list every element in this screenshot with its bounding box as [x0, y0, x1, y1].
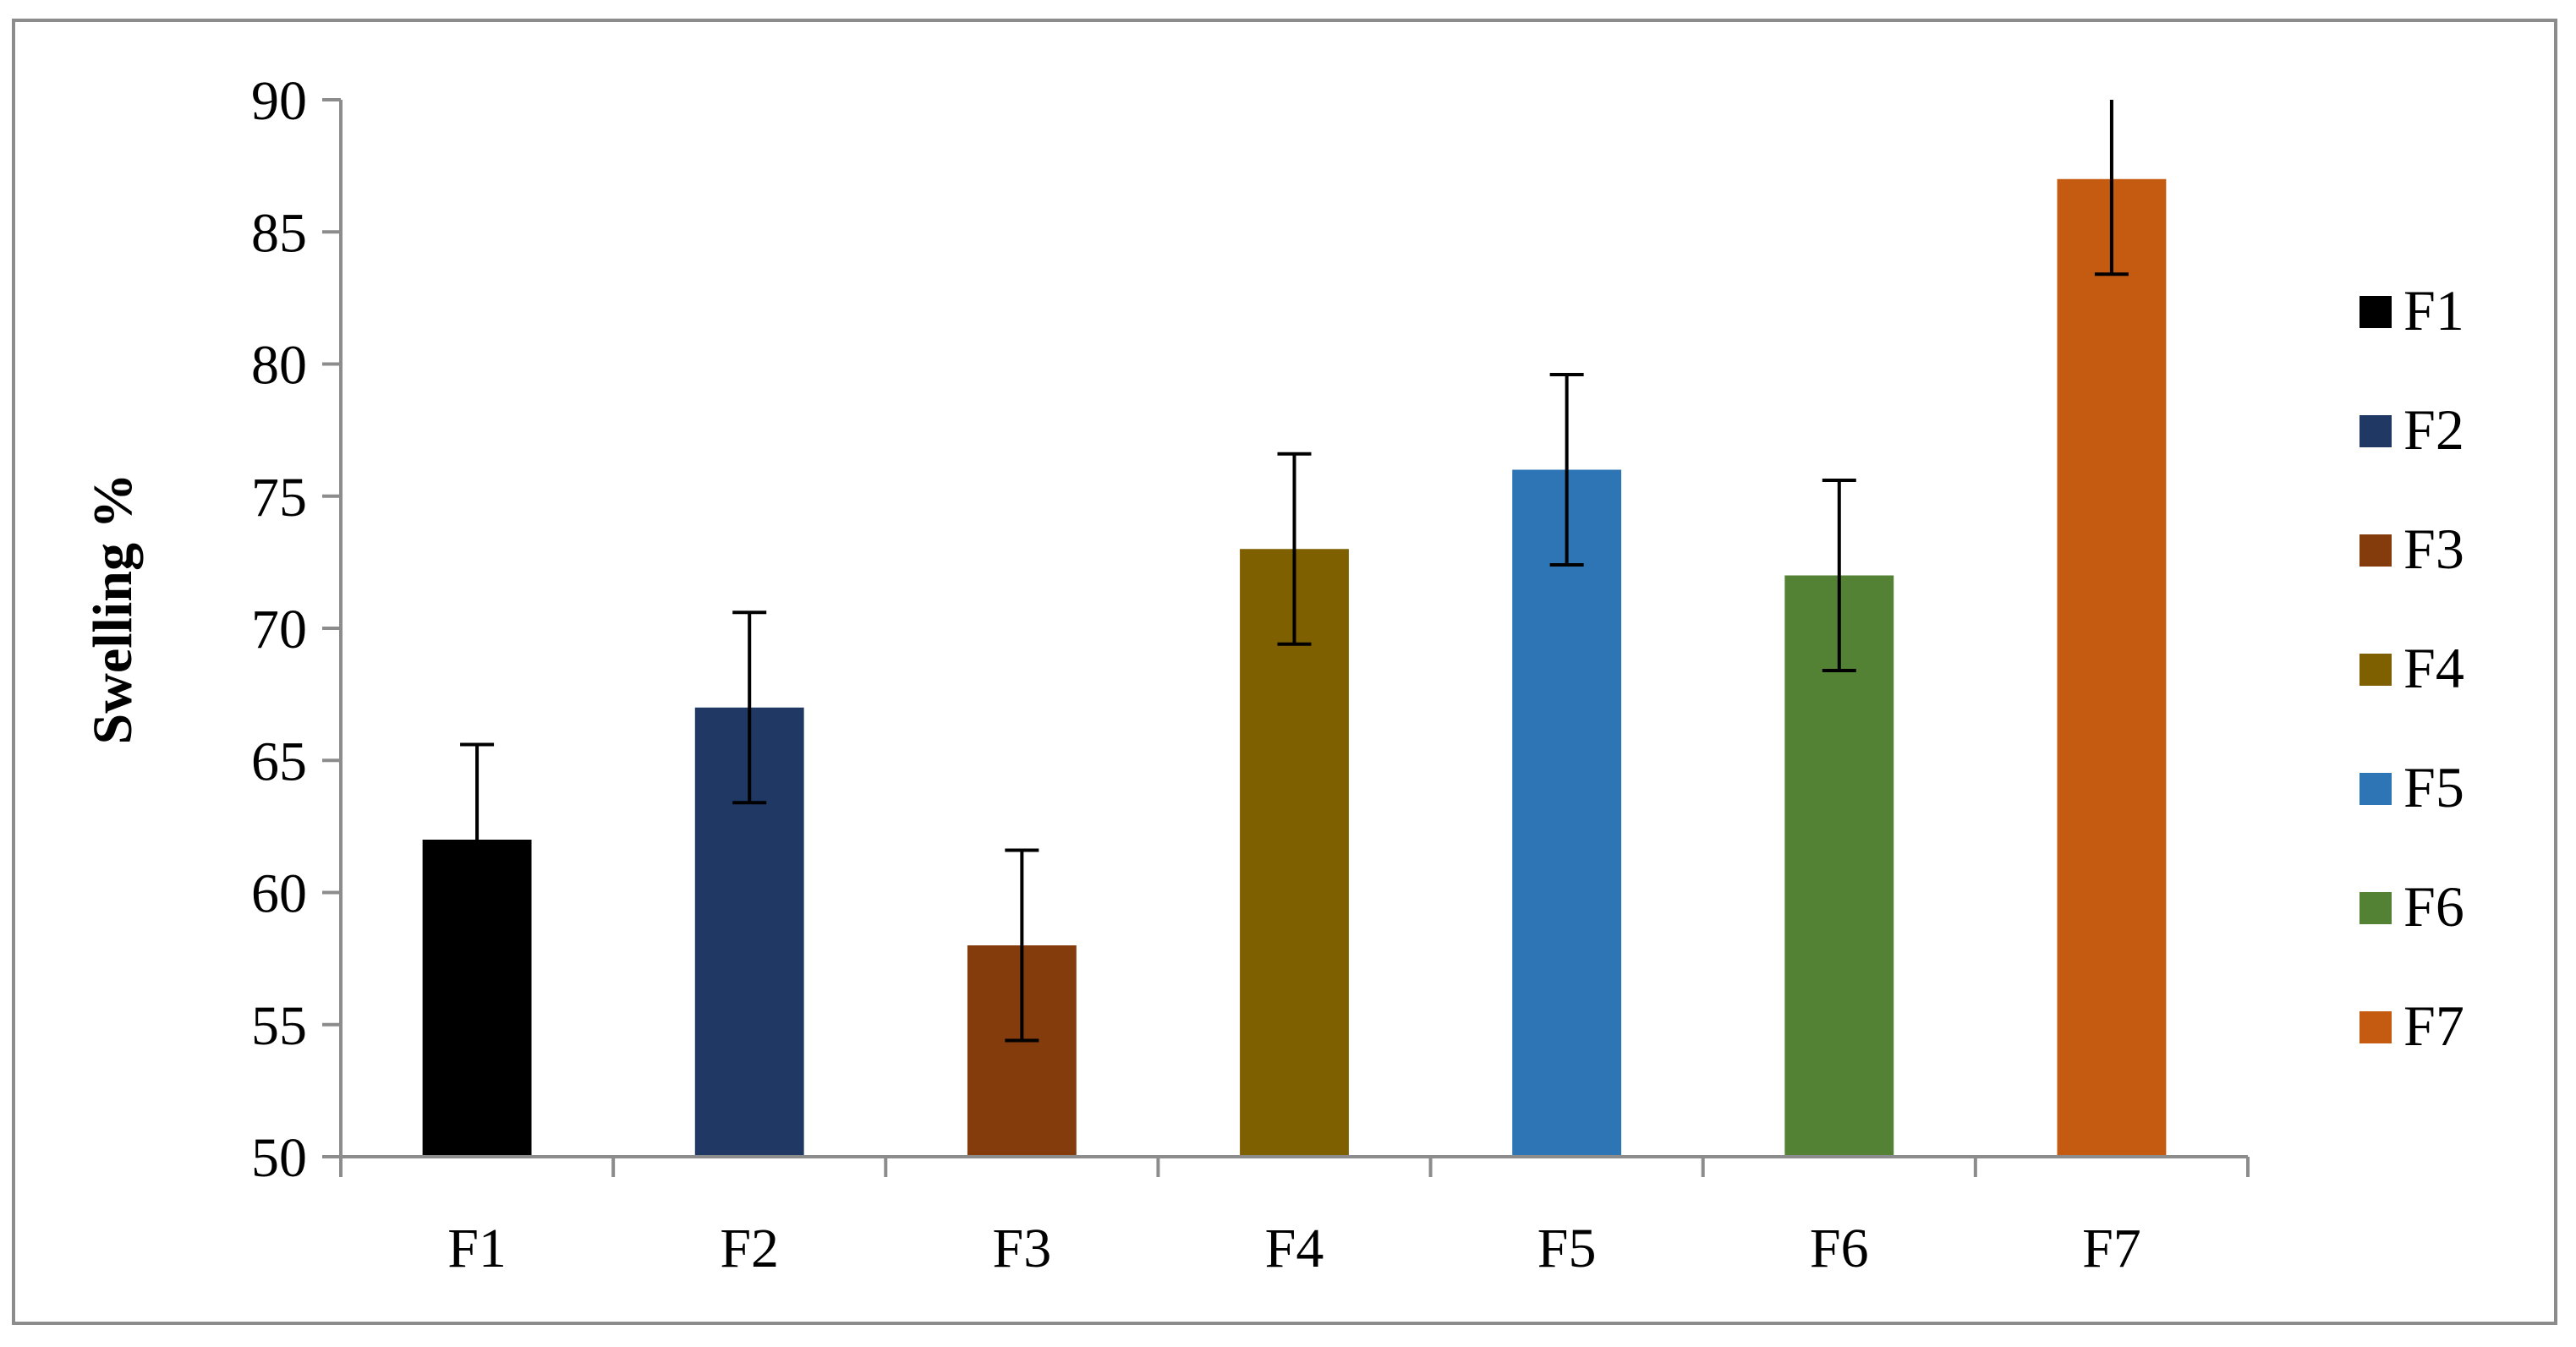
legend-swatch	[2360, 654, 2392, 686]
x-tick-label: F2	[720, 1218, 779, 1279]
x-tick-label: F3	[992, 1218, 1051, 1279]
legend-label: F5	[2403, 755, 2464, 819]
legend-swatch	[2360, 892, 2392, 924]
bar-f5	[1512, 469, 1622, 1157]
legend-label: F4	[2403, 636, 2464, 700]
legend-swatch	[2360, 534, 2392, 567]
error-bar-f3	[1005, 848, 1039, 1043]
legend: F1 F2 F3 F4 F5 F6 F7	[2360, 278, 2464, 1058]
error-bar-f2	[732, 611, 767, 805]
legend-label: F2	[2403, 397, 2464, 462]
bar-f6	[1784, 575, 1894, 1157]
legend-item-f5: F5	[2360, 755, 2464, 819]
legend-swatch	[2360, 296, 2392, 328]
x-tick-label: F7	[2082, 1218, 2141, 1279]
y-tick-label: 60	[251, 863, 307, 925]
error-bar-f5	[1549, 373, 1584, 567]
bars-layer	[422, 178, 2167, 1157]
legend-swatch	[2360, 1011, 2392, 1043]
legend-label: F3	[2403, 517, 2464, 581]
y-tick-label: 65	[251, 731, 307, 792]
axes-layer: F1 F2 F3 F4 F5 F6 F7 50 55 60 65 70 75 80 85 90	[251, 70, 2250, 1279]
legend-item-f7: F7	[2360, 994, 2464, 1058]
legend-item-f3: F3	[2360, 517, 2464, 581]
error-bars-layer	[460, 100, 2129, 1043]
error-bar-f1	[460, 742, 495, 937]
error-bar-f4	[1277, 452, 1312, 646]
legend-item-f1: F1	[2360, 278, 2464, 342]
y-axis-title: Swelling %	[82, 474, 144, 745]
y-tick-label: 85	[251, 202, 307, 264]
x-tick-label: F1	[447, 1218, 507, 1279]
legend-item-f4: F4	[2360, 636, 2464, 700]
y-tick-label: 70	[251, 599, 307, 660]
y-tick-label: 55	[251, 995, 307, 1057]
bar-f4	[1240, 549, 1349, 1157]
legend-label: F6	[2403, 874, 2464, 939]
legend-label: F7	[2403, 994, 2464, 1058]
x-tick-label: F6	[1810, 1218, 1869, 1279]
legend-label: F1	[2403, 278, 2464, 342]
error-bar-f6	[1822, 479, 1856, 672]
legend-swatch	[2360, 415, 2392, 447]
x-tick-label: F5	[1537, 1218, 1597, 1279]
y-tick-label: 75	[251, 467, 307, 528]
y-tick-label: 80	[251, 335, 307, 397]
error-bar-f7	[2094, 100, 2129, 277]
legend-swatch	[2360, 773, 2392, 805]
legend-item-f2: F2	[2360, 397, 2464, 462]
legend-item-f6: F6	[2360, 874, 2464, 939]
x-tick-label: F4	[1265, 1218, 1324, 1279]
bar-f7	[2057, 178, 2167, 1157]
y-tick-label: 50	[251, 1127, 307, 1189]
y-tick-label: 90	[251, 70, 307, 132]
